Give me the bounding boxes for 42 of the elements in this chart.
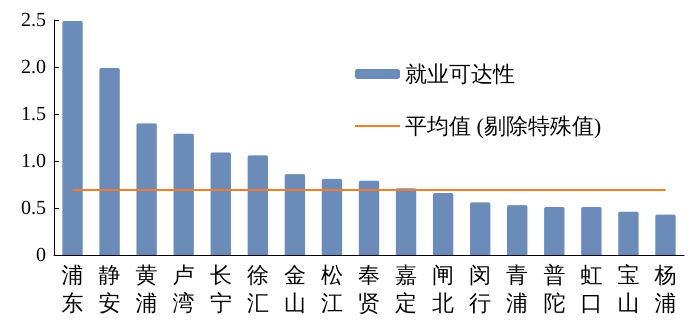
x-tick-label: 嘉定 [395, 262, 418, 316]
bar [322, 178, 342, 255]
x-tick-label: 松江 [320, 262, 343, 316]
x-tick-label: 奉贤 [358, 262, 380, 316]
x-tick-label: 普陀 [543, 262, 566, 316]
bar [470, 202, 490, 255]
legend-label: 就业可达性 [405, 62, 515, 86]
x-tick-label: 卢湾 [172, 262, 195, 316]
x-tick-label: 长宁 [210, 262, 232, 316]
bar [174, 134, 194, 255]
x-tick-label: 静安 [98, 262, 121, 316]
bar [396, 188, 416, 255]
x-tick-label: 虹口 [580, 262, 602, 316]
x-tick-label: 金山 [284, 262, 306, 316]
bar [284, 174, 306, 255]
bar [581, 207, 602, 255]
x-tick-label: 宝山 [617, 262, 640, 316]
y-tick-label: 0.5 [21, 197, 46, 219]
legend-label: 平均值 (剔除特殊值) [405, 114, 602, 138]
y-tick-label: 1.5 [21, 103, 46, 125]
bar [210, 152, 231, 255]
bar [507, 205, 528, 255]
x-tick-label: 徐汇 [246, 262, 269, 316]
bar [544, 207, 564, 255]
bar [248, 155, 268, 255]
x-tick-label: 黄浦 [136, 262, 158, 316]
x-tick-label: 青浦 [506, 262, 528, 316]
y-tick-label: 2.0 [21, 56, 46, 78]
x-tick-label: 浦东 [62, 262, 84, 316]
bar [99, 68, 120, 255]
bar [655, 214, 676, 255]
y-tick-label: 0 [36, 244, 46, 266]
x-tick-label: 杨浦 [653, 262, 676, 316]
bar [358, 180, 380, 255]
x-tick-label: 闵行 [469, 262, 492, 316]
bar [62, 20, 83, 255]
bar [432, 192, 454, 255]
bar [136, 123, 157, 255]
y-tick-label: 2.5 [21, 9, 46, 31]
y-tick-label: 1.0 [21, 150, 46, 172]
x-tick-label: 闸北 [432, 262, 454, 316]
bar [618, 212, 639, 255]
